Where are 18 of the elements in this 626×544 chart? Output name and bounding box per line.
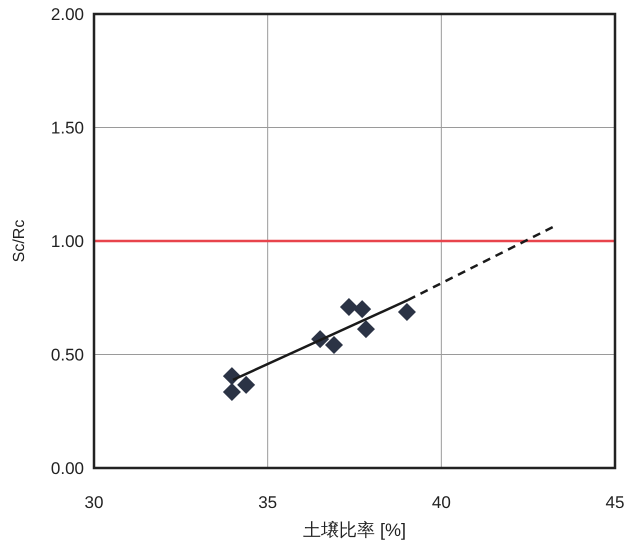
- x-tick-label: 35: [258, 493, 278, 512]
- y-tick-label: 2.00: [50, 5, 84, 24]
- point: [340, 298, 358, 316]
- point: [237, 376, 256, 394]
- x-tick-label: 30: [84, 493, 104, 512]
- x-tick-label: 40: [432, 493, 451, 512]
- point: [356, 320, 375, 338]
- point: [353, 300, 372, 318]
- y-tick-label: 0.50: [50, 346, 84, 364]
- x-tick-label: 45: [606, 493, 624, 512]
- point: [222, 382, 241, 401]
- y-tick-label: 0.00: [50, 459, 84, 478]
- point: [325, 336, 344, 354]
- point: [398, 303, 416, 322]
- x-axis-title: 土壌比率 [%]: [302, 520, 406, 540]
- y-tick-label: 1.00: [50, 232, 84, 251]
- y-axis-title: Sc/Rc: [11, 220, 28, 262]
- y-tick-label: 1.50: [50, 118, 84, 138]
